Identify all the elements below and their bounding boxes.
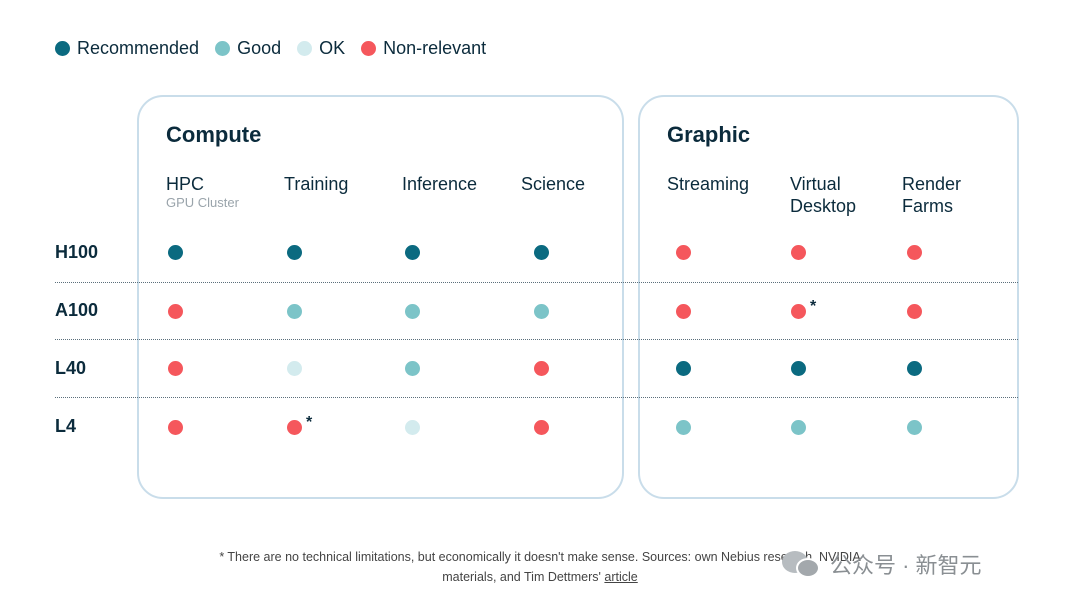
column-header-training: Training: [284, 174, 349, 194]
legend-label-recommended: Recommended: [77, 38, 200, 58]
column-subheader-gpu-cluster: GPU Cluster: [166, 195, 239, 210]
rating-dot-a100-inference: [404, 303, 420, 319]
article-link[interactable]: article: [604, 570, 638, 584]
legend-label-non-relevant: Non-relevant: [383, 38, 487, 58]
graphic-title: Graphic: [667, 122, 751, 147]
column-header-render-farms: Render Farms: [902, 174, 962, 216]
legend-dot-non-relevant: [361, 41, 377, 56]
rating-dot-l40-render-farms: [906, 360, 922, 376]
row-label-h100: H100: [55, 242, 99, 262]
rating-dot-l4-training: [286, 419, 302, 435]
footnote-line-1: * There are no technical limitations, bu…: [219, 550, 861, 564]
legend-dot-recommended: [55, 41, 70, 56]
row-label-a100: A100: [55, 300, 99, 320]
rating-dot-l4-hpc: [167, 419, 183, 435]
rating-dot-l40-hpc: [167, 360, 183, 376]
rating-dot-l40-inference: [404, 360, 420, 376]
footnote: * There are no technical limitations, bu…: [0, 547, 1080, 587]
rating-dot-h100-science: [533, 244, 549, 260]
legend-item-ok: OK: [297, 38, 345, 59]
legend-dot-good: [215, 41, 231, 56]
rating-dot-l4-science: [533, 419, 549, 435]
rating-dot-l40-virtual-desktop: [790, 360, 806, 376]
rating-dot-h100-inference: [404, 244, 420, 260]
rating-dot-a100-science: [533, 303, 549, 319]
column-header-science: Science: [521, 174, 586, 194]
rating-dot-l4-render-farms: [906, 419, 922, 435]
rating-dot-l4-streaming: [675, 419, 691, 435]
rating-dot-h100-training: [286, 244, 302, 260]
rating-dot-a100-training: [286, 303, 302, 319]
legend-label-good: Good: [237, 38, 282, 58]
rating-dot-h100-render-farms: [906, 244, 922, 260]
column-header-virtual-desktop: Virtual Desktop: [790, 174, 857, 216]
legend-dot-ok: [297, 41, 313, 56]
watermark-text: 公众号 · 新智元: [830, 553, 982, 578]
rating-dot-l40-streaming: [675, 360, 691, 376]
compute-title: Compute: [166, 122, 262, 147]
asterisk-note: *: [306, 414, 313, 431]
rating-dot-l4-virtual-desktop: [790, 419, 806, 435]
row-divider: [55, 339, 1018, 340]
footnote-line-2-text: materials, and Tim Dettmers': [442, 570, 601, 584]
rating-dot-a100-render-farms: [906, 303, 922, 319]
legend-item-good: Good: [215, 38, 281, 59]
rating-dot-h100-virtual-desktop: [790, 244, 806, 260]
row-divider: [55, 282, 1018, 283]
row-label-l4: L4: [55, 416, 77, 436]
column-header-streaming: Streaming: [667, 174, 750, 194]
wechat-icon: [782, 549, 822, 579]
row-divider: [55, 397, 1018, 398]
rating-dot-h100-streaming: [675, 244, 691, 260]
rating-dot-l40-training: [286, 360, 302, 376]
column-header-inference: Inference: [402, 174, 478, 194]
footnote-line-2: materials, and Tim Dettmers' article: [0, 567, 1080, 587]
graphic-panel: [638, 95, 1019, 499]
legend-label-ok: OK: [319, 38, 346, 58]
watermark: 公众号 · 新智元: [782, 548, 982, 580]
rating-dot-a100-virtual-desktop: [790, 303, 806, 319]
rating-dot-l40-science: [533, 360, 549, 376]
asterisk-note: *: [810, 298, 817, 315]
row-label-l40: L40: [55, 358, 87, 378]
column-header-hpc: HPC: [166, 174, 205, 194]
legend-item-recommended: Recommended: [55, 38, 199, 59]
rating-dot-l4-inference: [404, 419, 420, 435]
compute-panel: [137, 95, 624, 499]
legend-item-non-relevant: Non-relevant: [361, 38, 486, 59]
legend: Recommended Good OK Non-relevant: [55, 38, 502, 59]
rating-dot-h100-hpc: [167, 244, 183, 260]
rating-dot-a100-hpc: [167, 303, 183, 319]
rating-dot-a100-streaming: [675, 303, 691, 319]
